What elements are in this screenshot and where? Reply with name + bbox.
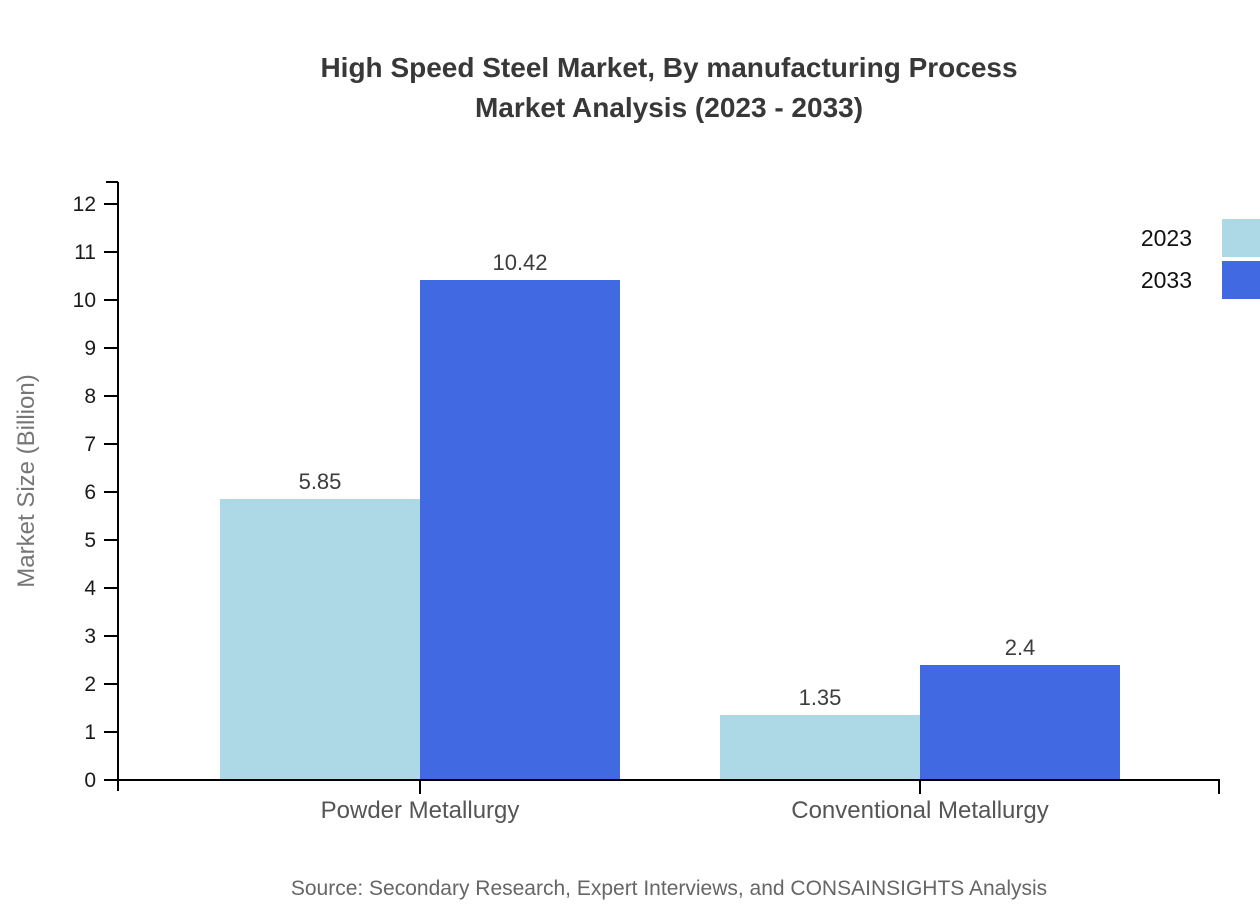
y-tick-label: 1 bbox=[84, 721, 96, 744]
y-tick-label: 0 bbox=[84, 769, 96, 792]
chart-title-line-1: High Speed Steel Market, By manufacturin… bbox=[320, 52, 1018, 83]
legend-label-2023: 2023 bbox=[1140, 224, 1192, 251]
y-tick-label: 12 bbox=[73, 193, 96, 216]
category-label-powder-metallurgy: Powder Metallurgy bbox=[321, 797, 520, 824]
bar-2023-conventional-metallurgy bbox=[720, 715, 920, 780]
bar-value-label: 1.35 bbox=[799, 685, 842, 710]
chart-title-line-2: Market Analysis (2023 - 2033) bbox=[474, 92, 864, 123]
y-tick-label: 11 bbox=[74, 241, 96, 264]
y-tick-label: 4 bbox=[84, 577, 96, 600]
chart-title: High Speed Steel Market, By manufacturin… bbox=[118, 48, 1220, 128]
y-tick-label: 10 bbox=[73, 289, 96, 312]
y-tick-label: 2 bbox=[84, 673, 96, 696]
legend: 2023 2033 bbox=[1141, 219, 1260, 303]
legend-item-2033: 2033 bbox=[1141, 261, 1260, 299]
bar-value-label: 2.4 bbox=[1005, 635, 1036, 660]
y-tick-label: 6 bbox=[84, 481, 96, 504]
y-tick-label: 7 bbox=[84, 433, 96, 456]
bar-value-label: 10.42 bbox=[492, 250, 547, 275]
y-axis-title: Market Size (Billion) bbox=[13, 374, 40, 587]
bar-2033-conventional-metallurgy bbox=[920, 664, 1120, 780]
source-attribution: Source: Secondary Research, Expert Inter… bbox=[290, 877, 1048, 900]
bar-value-label: 5.85 bbox=[299, 469, 342, 494]
legend-label-2033: 2033 bbox=[1140, 266, 1192, 293]
legend-swatch-2023 bbox=[1222, 219, 1260, 257]
bar-2023-powder-metallurgy bbox=[220, 499, 420, 780]
category-label-conventional-metallurgy: Conventional Metallurgy bbox=[791, 797, 1048, 824]
y-tick-label: 9 bbox=[84, 337, 96, 360]
y-tick-label: 8 bbox=[84, 385, 96, 408]
y-tick-label: 3 bbox=[84, 625, 96, 648]
y-tick-label: 5 bbox=[84, 529, 96, 552]
bar-2033-powder-metallurgy bbox=[420, 279, 620, 780]
legend-swatch-2033 bbox=[1222, 261, 1260, 299]
legend-item-2023: 2023 bbox=[1141, 219, 1260, 257]
